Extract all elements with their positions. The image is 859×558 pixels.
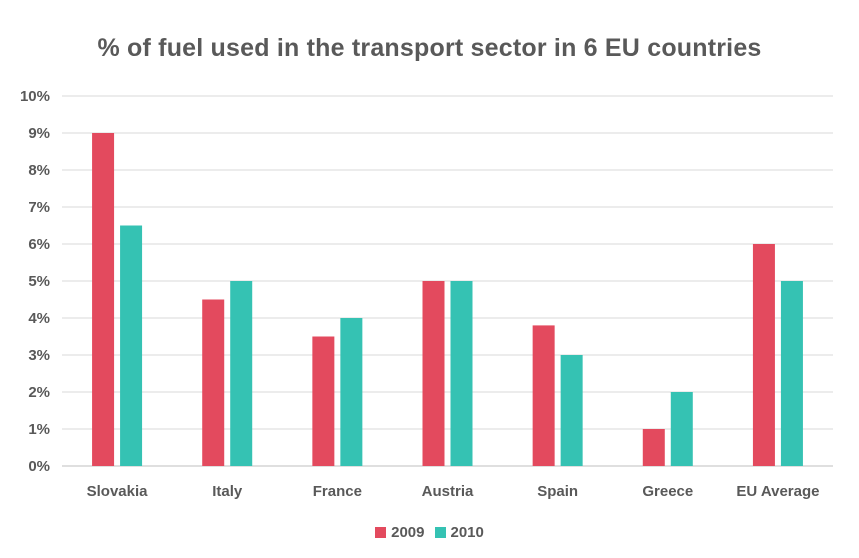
- x-category-label: Italy: [212, 483, 243, 500]
- bar-2009-greece: [642, 429, 665, 466]
- x-category-label: Austria: [422, 483, 474, 500]
- chart-title: % of fuel used in the transport sector i…: [97, 34, 762, 62]
- bar-2009-spain: [532, 325, 555, 466]
- bar-2010-slovakia: [120, 225, 143, 466]
- bar-2010-italy: [230, 281, 253, 466]
- x-category-label: EU Average: [736, 483, 819, 500]
- y-tick-label: 10%: [20, 88, 50, 105]
- y-tick-label: 2%: [28, 384, 50, 401]
- bar-2010-spain: [560, 355, 583, 466]
- bar-2010-eu-average: [780, 281, 803, 466]
- bar-2010-austria: [450, 281, 473, 466]
- chart-legend: 2009 2010: [0, 524, 859, 541]
- legend-item-2010: 2010: [434, 524, 484, 541]
- legend-swatch-2010: [434, 527, 446, 538]
- x-category-label: Spain: [537, 483, 578, 500]
- y-tick-label: 5%: [28, 273, 50, 290]
- y-tick-label: 1%: [28, 421, 50, 438]
- legend-label-2010: 2010: [450, 524, 484, 541]
- bar-2009-italy: [202, 299, 225, 466]
- x-category-label: France: [313, 483, 362, 500]
- y-tick-label: 6%: [28, 236, 50, 253]
- x-category-label: Slovakia: [87, 483, 149, 500]
- bar-2009-austria: [422, 281, 445, 466]
- bar-2009-france: [312, 336, 335, 466]
- y-tick-label: 0%: [28, 458, 50, 475]
- bar-2010-greece: [670, 392, 693, 466]
- bar-2010-france: [340, 318, 363, 466]
- y-tick-label: 9%: [28, 125, 50, 142]
- y-tick-label: 4%: [28, 310, 50, 327]
- y-tick-label: 8%: [28, 162, 50, 179]
- y-tick-label: 7%: [28, 199, 50, 216]
- legend-swatch-2009: [375, 527, 387, 538]
- legend-label-2009: 2009: [391, 524, 425, 541]
- bar-2009-eu-average: [752, 244, 775, 466]
- legend-item-2009: 2009: [375, 524, 425, 541]
- x-category-label: Greece: [642, 483, 693, 500]
- bar-2009-slovakia: [92, 133, 115, 466]
- y-tick-label: 3%: [28, 347, 50, 364]
